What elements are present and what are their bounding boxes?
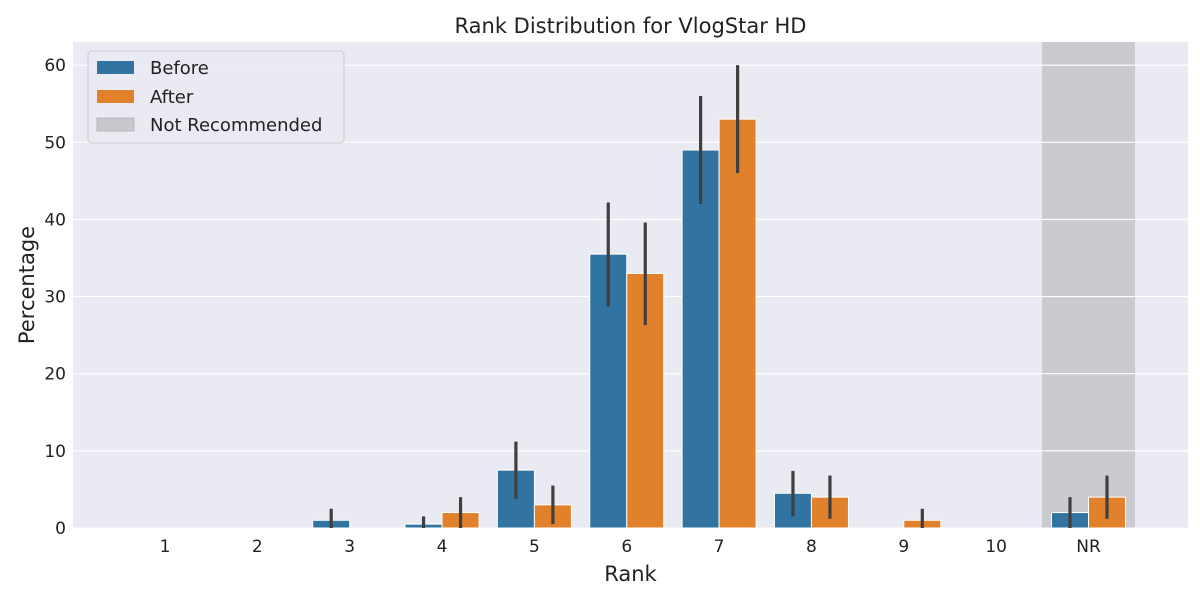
x-tick-label: NR [1076,537,1101,557]
legend-box [87,50,345,144]
y-tick-label: 40 [44,210,66,230]
x-tick-label: 1 [160,537,171,557]
x-tick-label: 5 [529,537,540,557]
y-tick-label: 30 [44,288,66,308]
bar-before-7 [681,149,720,529]
x-tick-label: 10 [985,537,1007,557]
y-axis-label: Percentage [15,226,39,344]
legend: Before After Not Recommended [87,50,345,144]
y-tick-label: 50 [44,133,66,153]
x-tick-label: 6 [621,537,632,557]
bar-after-7 [718,118,757,529]
x-tick-label: 7 [714,537,725,557]
legend-swatch-not-recommended [96,117,135,132]
legend-label-after: After [150,87,194,108]
y-tick-label: 20 [44,365,66,385]
y-tick-label: 60 [44,56,66,76]
x-tick-label: 2 [252,537,263,557]
x-tick-label: 4 [437,537,448,557]
legend-label-before: Before [150,58,209,79]
legend-swatch-after [97,90,134,103]
x-tick-label: 9 [898,537,909,557]
legend-swatch-before [97,61,134,74]
not-recommended-band [1042,42,1135,528]
x-tick-label: 3 [344,537,355,557]
x-tick-label: 8 [806,537,817,557]
y-tick-label: 0 [55,519,66,539]
error-bars [329,65,1109,528]
y-tick-label: 10 [44,442,66,462]
x-axis-ticks: 1 2 3 4 5 6 7 8 9 10 NR [160,537,1101,557]
chart-title: Rank Distribution for VlogStar HD [455,14,807,38]
legend-label-not-recommended: Not Recommended [150,115,322,136]
y-axis-ticks: 0 10 20 30 40 50 60 [44,56,66,539]
x-axis-label: Rank [604,562,657,586]
